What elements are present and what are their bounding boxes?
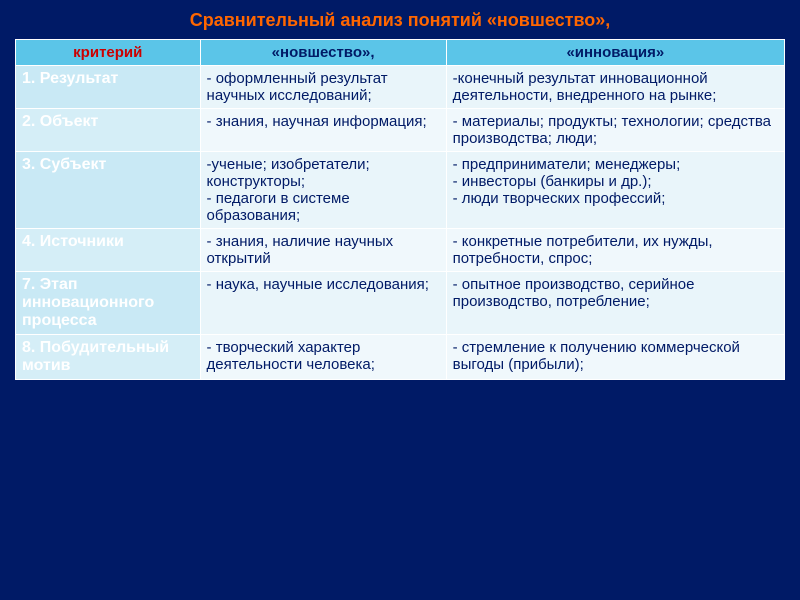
table-row: 8. Побудительный мотив - творческий хара… <box>16 335 785 380</box>
cell-criterion: 2. Объект <box>16 109 201 152</box>
table-header-row: критерий «новшество», «инновация» <box>16 40 785 66</box>
cell-criterion: 8. Побудительный мотив <box>16 335 201 380</box>
comparison-table: критерий «новшество», «инновация» 1. Рез… <box>15 39 785 380</box>
cell-novelty: - наука, научные исследования; <box>200 272 446 335</box>
cell-novelty: -ученые; изобретатели; конструкторы;- пе… <box>200 152 446 229</box>
cell-innovation: - стремление к получению коммерческой вы… <box>446 335 784 380</box>
cell-innovation: - материалы; продукты; технологии; средс… <box>446 109 784 152</box>
cell-innovation: - опытное производство, серийное произво… <box>446 272 784 335</box>
page-title: Сравнительный анализ понятий «новшество»… <box>15 10 785 31</box>
header-novelty: «новшество», <box>200 40 446 66</box>
cell-innovation: - предприниматели; менеджеры;- инвесторы… <box>446 152 784 229</box>
table-row: 2. Объект - знания, научная информация; … <box>16 109 785 152</box>
cell-criterion: 7. Этап инновационного процесса <box>16 272 201 335</box>
cell-novelty: - знания, научная информация; <box>200 109 446 152</box>
cell-innovation: -конечный результат инновационной деятел… <box>446 66 784 109</box>
cell-novelty: - знания, наличие научных открытий <box>200 229 446 272</box>
header-criterion: критерий <box>16 40 201 66</box>
table-row: 3. Субъект -ученые; изобретатели; констр… <box>16 152 785 229</box>
cell-innovation: - конкретные потребители, их нужды, потр… <box>446 229 784 272</box>
cell-novelty: - творческий характер деятельности челов… <box>200 335 446 380</box>
table-row: 7. Этап инновационного процесса - наука,… <box>16 272 785 335</box>
slide: Сравнительный анализ понятий «новшество»… <box>0 0 800 600</box>
cell-criterion: 1. Результат <box>16 66 201 109</box>
cell-novelty: - оформленный результат научных исследов… <box>200 66 446 109</box>
cell-criterion: 3. Субъект <box>16 152 201 229</box>
table-row: 4. Источники - знания, наличие научных о… <box>16 229 785 272</box>
table-body: 1. Результат - оформленный результат нау… <box>16 66 785 380</box>
cell-criterion: 4. Источники <box>16 229 201 272</box>
table-row: 1. Результат - оформленный результат нау… <box>16 66 785 109</box>
header-innovation: «инновация» <box>446 40 784 66</box>
